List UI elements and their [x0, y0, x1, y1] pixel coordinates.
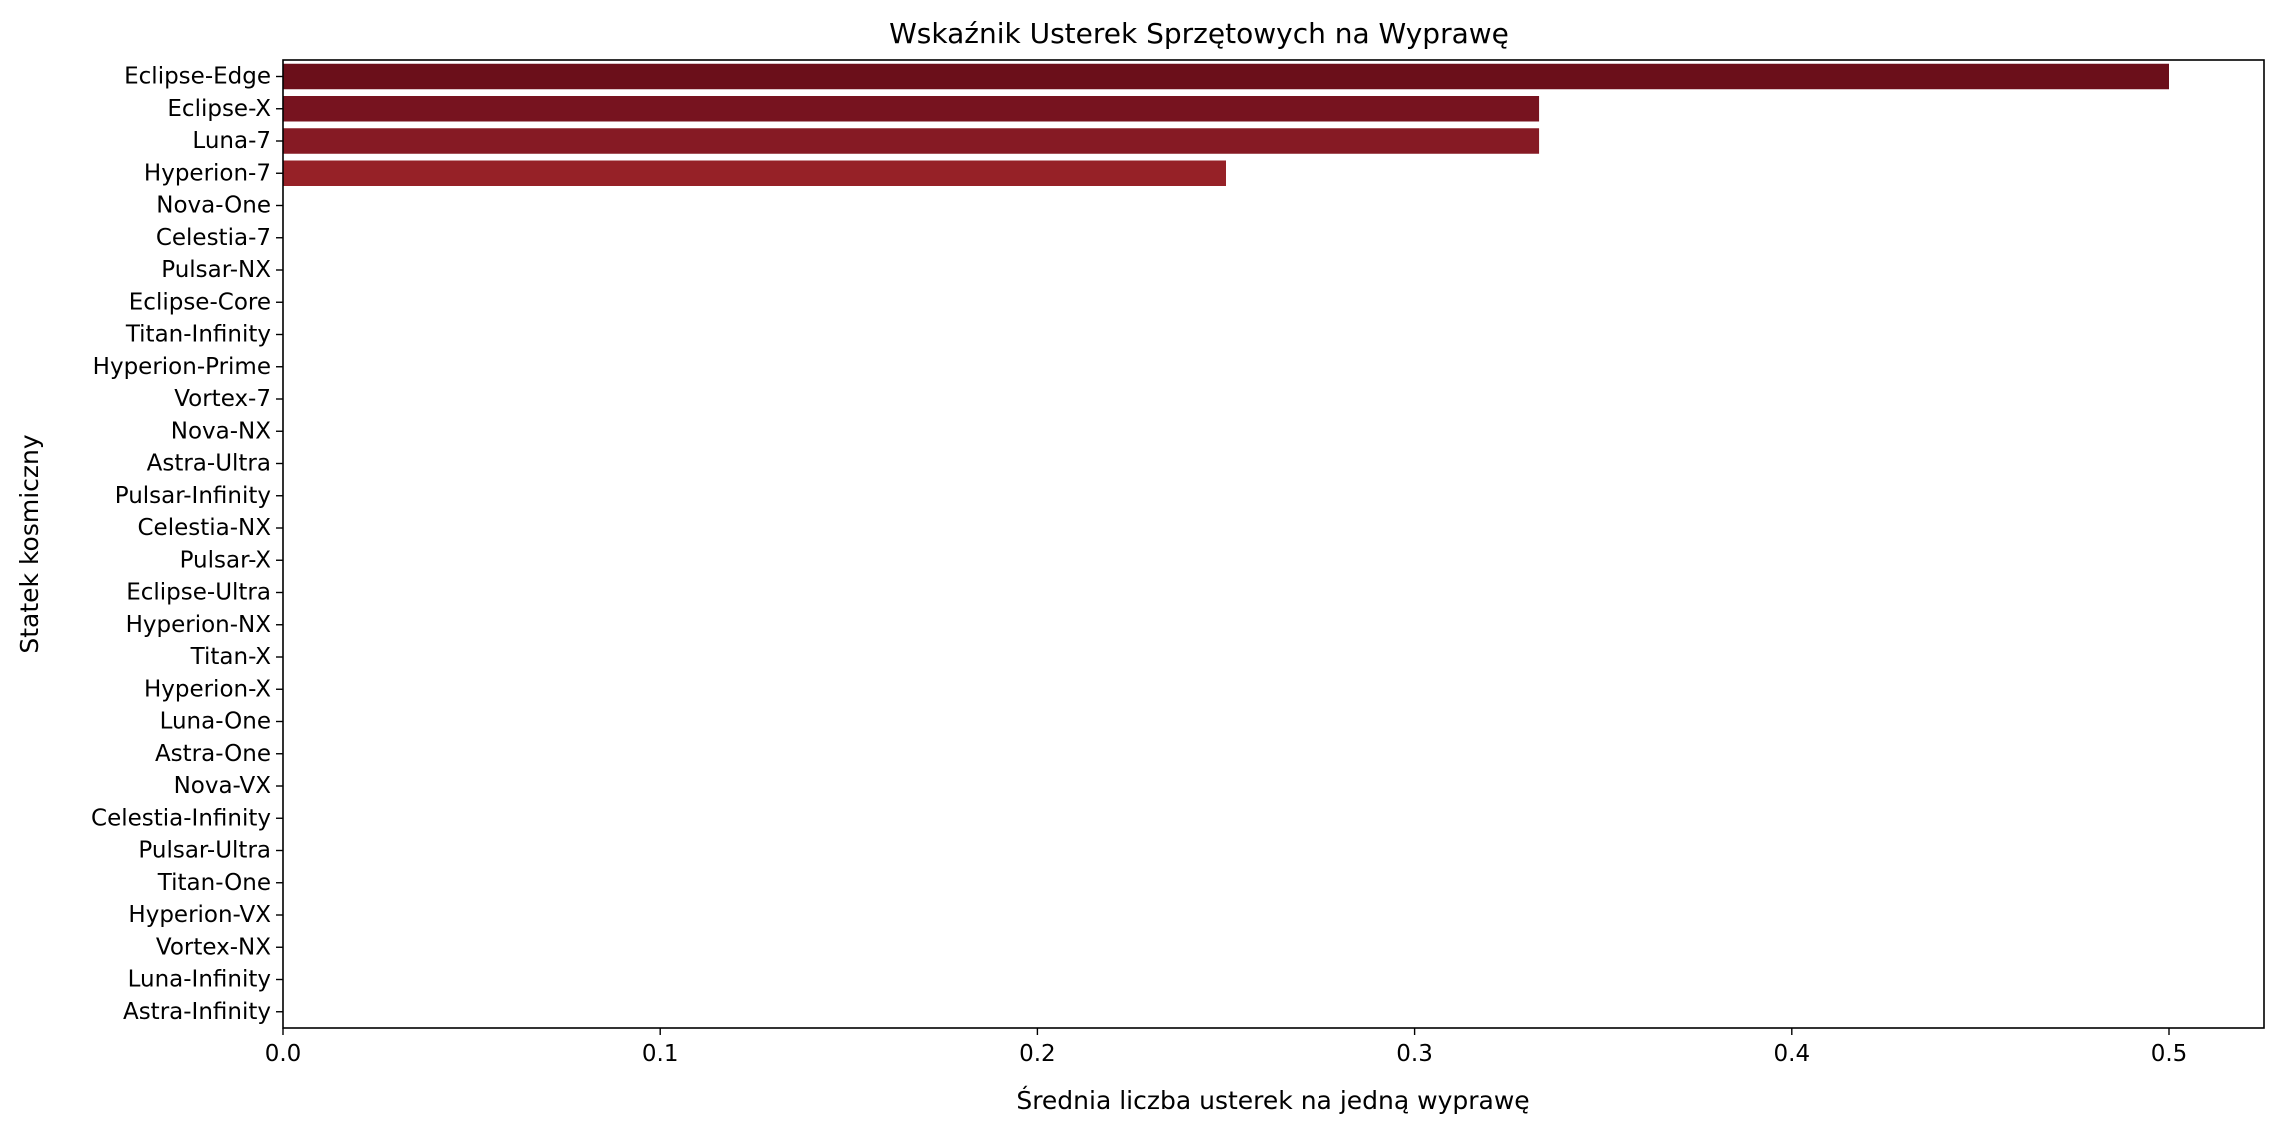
bar-eclipse-x	[283, 96, 1540, 122]
x-tick-label: 0.4	[1774, 1041, 1811, 1067]
chart-title: Wskaźnik Usterek Sprzętowych na Wyprawę	[889, 17, 1509, 50]
y-tick-label-hyperion-nx: Hyperion-NX	[126, 612, 272, 638]
x-tick-label: 0.5	[2151, 1041, 2188, 1067]
bars-group	[283, 63, 2169, 186]
y-tick-label-astra-one: Astra-One	[155, 741, 271, 767]
y-tick-label-celestia-infinity: Celestia-Infinity	[91, 805, 271, 831]
y-tick-label-vortex-7: Vortex-7	[174, 386, 271, 412]
bar-eclipse-edge	[283, 63, 2169, 90]
bar-hyperion-7	[283, 160, 1226, 186]
y-tick-label-pulsar-x: Pulsar-X	[180, 547, 272, 573]
y-ticks-group: Eclipse-Edge Eclipse-X Luna-7 Hyperion-7 Nov…	[91, 64, 283, 1025]
y-tick-label-titan-one: Titan-One	[157, 870, 271, 896]
y-tick-label-vortex-nx: Vortex-NX	[156, 934, 271, 960]
y-tick-label-hyperion-7: Hyperion-7	[144, 160, 271, 186]
y-tick-label-hyperion-x: Hyperion-X	[144, 676, 271, 702]
y-tick-label-hyperion-vx: Hyperion-VX	[128, 902, 271, 928]
x-tick-label: 0.3	[1396, 1041, 1433, 1067]
x-axis-label: Średnia liczba usterek na jedną wyprawę	[1016, 1085, 1529, 1115]
y-tick-label-celestia-7: Celestia-7	[156, 225, 271, 251]
y-tick-label-astra-infinity: Astra-Infinity	[123, 999, 271, 1025]
y-tick-label-eclipse-x: Eclipse-X	[167, 96, 271, 122]
plot-frame	[282, 59, 2265, 1029]
y-tick-label-luna-infinity: Luna-Infinity	[128, 967, 271, 993]
y-tick-label-eclipse-ultra: Eclipse-Ultra	[126, 580, 271, 606]
y-tick-label-nova-vx: Nova-VX	[174, 773, 272, 799]
y-tick-label-pulsar-ultra: Pulsar-Ultra	[138, 838, 271, 864]
x-ticks-group: 0.0 0.1 0.2 0.3 0.4 0.5	[265, 1028, 2188, 1067]
y-tick-label-pulsar-nx: Pulsar-NX	[161, 257, 271, 283]
y-tick-label-titan-x: Titan-X	[190, 644, 272, 670]
y-tick-label-pulsar-infinity: Pulsar-Infinity	[115, 483, 271, 509]
y-tick-label-celestia-nx: Celestia-NX	[138, 515, 272, 541]
y-tick-label-eclipse-core: Eclipse-Core	[129, 289, 271, 315]
y-tick-label-astra-ultra: Astra-Ultra	[147, 451, 271, 477]
x-tick-label: 0.1	[642, 1041, 679, 1067]
y-tick-label-nova-nx: Nova-NX	[171, 418, 271, 444]
bar-luna-7	[283, 128, 1540, 154]
x-tick-label: 0.0	[265, 1041, 302, 1067]
y-tick-label-eclipse-edge: Eclipse-Edge	[124, 64, 271, 90]
y-tick-label-titan-infinity: Titan-Infinity	[125, 322, 271, 348]
x-tick-label: 0.2	[1019, 1041, 1056, 1067]
y-tick-label-luna-one: Luna-One	[160, 709, 271, 735]
y-tick-label-luna-7: Luna-7	[192, 128, 271, 154]
y-tick-label-nova-one: Nova-One	[156, 193, 271, 219]
y-axis-label: Statek kosmiczny	[15, 434, 44, 654]
y-tick-label-hyperion-prime: Hyperion-Prime	[93, 354, 271, 380]
